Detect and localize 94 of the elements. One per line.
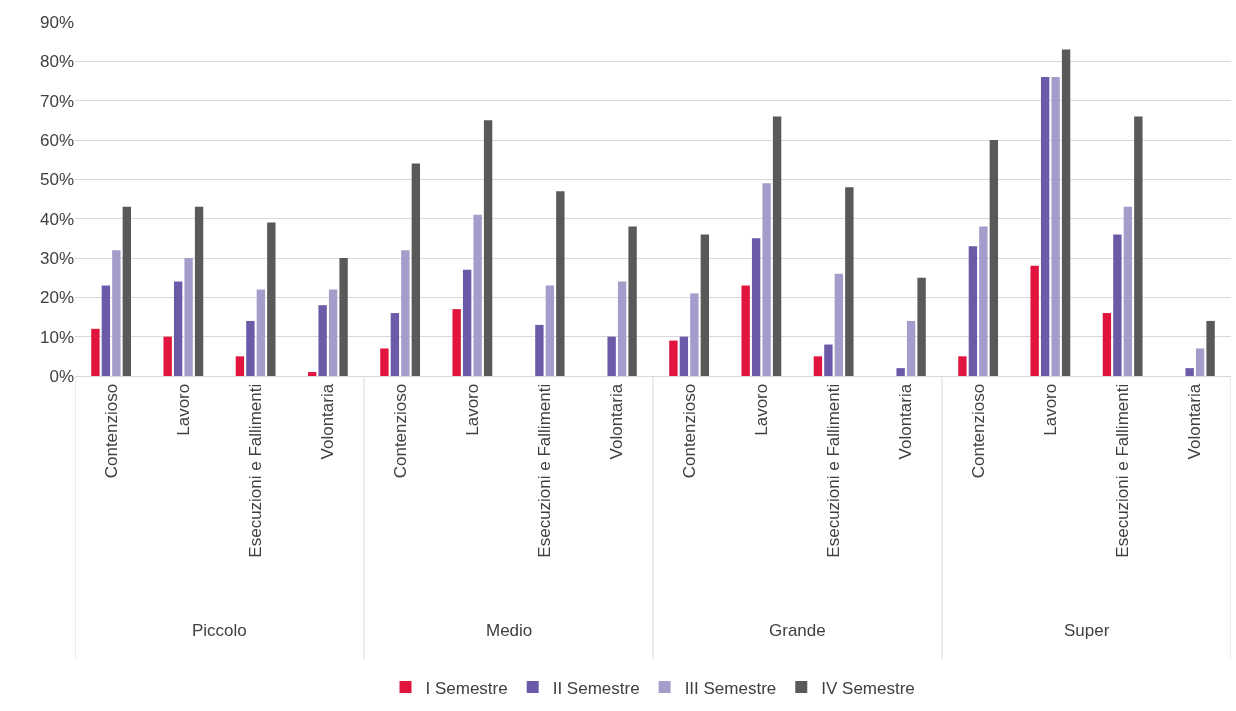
y-tick-label: 80% bbox=[39, 52, 74, 72]
bar bbox=[112, 250, 121, 376]
legend-label: III Semestre bbox=[684, 678, 777, 698]
bar bbox=[194, 206, 204, 376]
bar bbox=[824, 344, 833, 376]
x-tick-label: Contenzioso bbox=[968, 383, 988, 479]
legend-label: II Semestre bbox=[552, 678, 640, 698]
bar bbox=[906, 320, 916, 376]
bar bbox=[617, 281, 627, 376]
bar bbox=[979, 226, 988, 376]
x-tick-label: Lavoro bbox=[173, 383, 193, 436]
text: Medio bbox=[486, 621, 533, 640]
y-tick-label: 0% bbox=[49, 366, 74, 386]
bar bbox=[834, 273, 844, 376]
x-tick-label: Lavoro bbox=[751, 383, 771, 436]
x-tick-label: Contenzioso bbox=[679, 383, 699, 479]
x-tick-label: Volontaria bbox=[318, 383, 338, 460]
x-tick-label: Esecuzioni e Fallimenti bbox=[246, 383, 266, 558]
legend-label: I Semestre bbox=[425, 678, 508, 698]
x-tick-label: Lavoro bbox=[462, 383, 482, 436]
bar bbox=[1102, 313, 1112, 376]
x-tick-label: Volontaria bbox=[1185, 383, 1205, 460]
x-tick-label: Esecuzioni e Fallimenti bbox=[824, 383, 844, 558]
bar bbox=[772, 116, 782, 376]
y-tick-label: 10% bbox=[39, 327, 74, 347]
bar bbox=[256, 289, 266, 376]
x-tick-label: Volontaria bbox=[607, 383, 627, 460]
bar bbox=[452, 309, 461, 376]
bar bbox=[1061, 49, 1071, 376]
legend-label: IV Semestre bbox=[821, 678, 915, 698]
bar bbox=[328, 289, 338, 376]
bar bbox=[690, 293, 699, 376]
bar bbox=[896, 368, 905, 376]
bar bbox=[1040, 77, 1050, 376]
bar bbox=[101, 285, 111, 376]
bar bbox=[669, 340, 678, 376]
bar bbox=[1123, 206, 1133, 376]
bar bbox=[235, 356, 245, 376]
bar bbox=[339, 258, 348, 376]
bar bbox=[1134, 116, 1143, 376]
bar bbox=[917, 277, 926, 376]
bar bbox=[246, 320, 255, 376]
bar bbox=[556, 191, 565, 376]
bar bbox=[184, 258, 193, 376]
bar bbox=[318, 305, 327, 376]
bar bbox=[462, 269, 472, 376]
bar bbox=[483, 120, 493, 376]
text: Piccolo bbox=[192, 621, 247, 640]
bar bbox=[958, 356, 967, 376]
bar bbox=[813, 356, 823, 376]
bar bbox=[122, 206, 132, 376]
bar bbox=[173, 281, 183, 376]
bar bbox=[762, 183, 771, 376]
text: Super bbox=[1064, 621, 1110, 640]
x-tick-label: Esecuzioni e Fallimenti bbox=[535, 383, 555, 558]
bar bbox=[1185, 368, 1194, 376]
y-tick-label: 60% bbox=[39, 130, 74, 150]
y-tick-label: 70% bbox=[39, 91, 74, 111]
bar bbox=[628, 226, 637, 376]
bar bbox=[989, 140, 999, 376]
text: Grande bbox=[769, 621, 826, 640]
bar bbox=[411, 163, 421, 376]
bar bbox=[1195, 348, 1205, 376]
bar bbox=[91, 328, 100, 376]
x-tick-label: Lavoro bbox=[1040, 383, 1060, 436]
y-tick-label: 50% bbox=[39, 170, 74, 190]
bar bbox=[535, 324, 544, 376]
x-tick-label: Esecuzioni e Fallimenti bbox=[1113, 383, 1133, 558]
bar bbox=[473, 214, 482, 376]
y-tick-label: 20% bbox=[39, 288, 74, 308]
bar bbox=[1206, 320, 1215, 376]
bar bbox=[607, 336, 616, 376]
bar bbox=[968, 246, 978, 376]
bar bbox=[267, 222, 276, 376]
bar bbox=[679, 336, 689, 376]
bar bbox=[700, 234, 710, 376]
bar bbox=[307, 372, 317, 376]
x-tick-label: Contenzioso bbox=[390, 383, 410, 479]
bar bbox=[845, 187, 854, 376]
bar bbox=[163, 336, 172, 376]
y-tick-label: 90% bbox=[39, 12, 74, 32]
bar bbox=[1051, 77, 1060, 376]
bar bbox=[380, 348, 389, 376]
bar bbox=[401, 250, 410, 376]
x-tick-label: Volontaria bbox=[896, 383, 916, 460]
bar bbox=[751, 238, 761, 376]
bar bbox=[1113, 234, 1122, 376]
bar bbox=[741, 285, 750, 376]
bar bbox=[390, 313, 400, 376]
y-tick-label: 30% bbox=[39, 248, 74, 268]
x-tick-label: Contenzioso bbox=[101, 383, 121, 479]
bar bbox=[545, 285, 555, 376]
bar bbox=[1030, 265, 1039, 376]
y-tick-label: 40% bbox=[39, 209, 74, 229]
